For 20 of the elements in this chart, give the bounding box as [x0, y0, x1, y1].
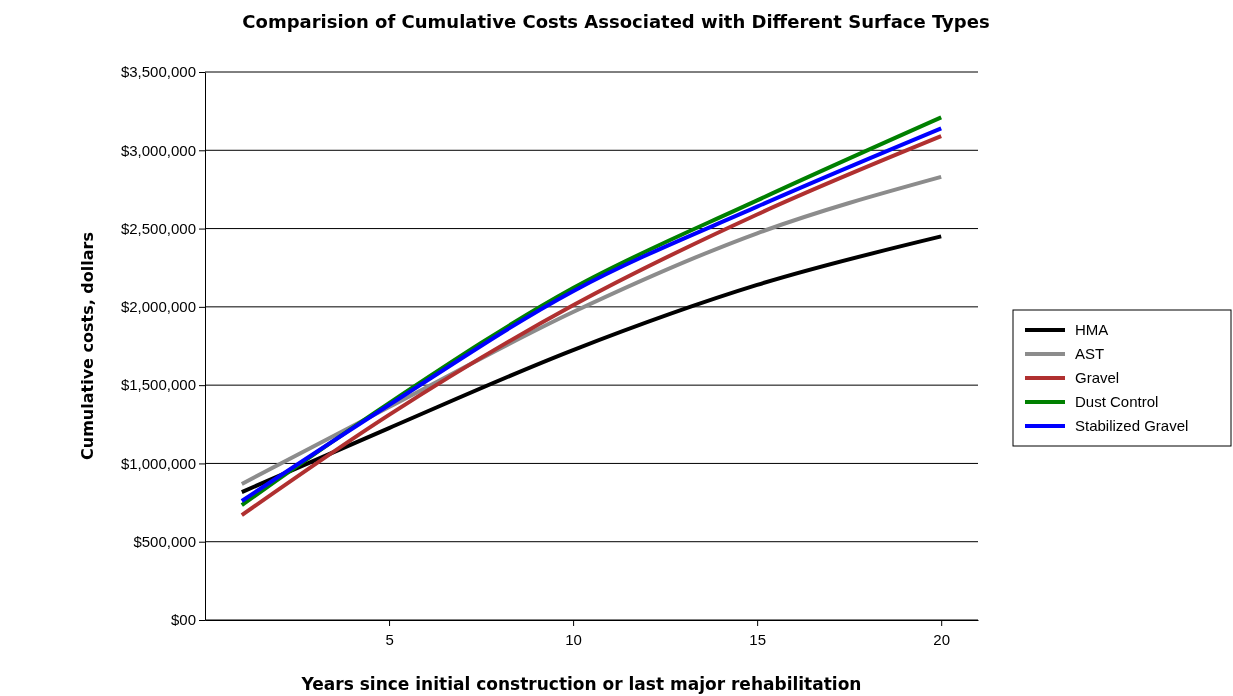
legend-label: Gravel [1075, 369, 1120, 386]
y-tick-label: $2,000,000 [120, 298, 196, 316]
y-tick-label: $3,000,000 [120, 141, 196, 159]
y-tick-label: $00 [170, 611, 196, 629]
legend-label: Stabilized Gravel [1075, 417, 1189, 434]
legend-label: HMA [1075, 321, 1109, 338]
legend-label: AST [1075, 345, 1105, 362]
x-tick-label: 10 [565, 630, 582, 648]
y-tick-label: $3,500,000 [120, 63, 196, 81]
y-axis-title: Cumulative costs, dollars [78, 232, 97, 460]
legend-label: Dust Control [1075, 393, 1159, 410]
y-tick-label: $1,000,000 [120, 454, 196, 472]
x-tick-label: 20 [933, 630, 951, 648]
x-axis-title: Years since initial construction or last major rehabilitation [300, 674, 862, 694]
y-tick-label: $1,500,000 [120, 376, 196, 394]
chart-title: Comparision of Cumulative Costs Associated with Different Surface Types [242, 11, 990, 32]
x-tick-label: 15 [749, 630, 766, 648]
x-tick-label: 5 [385, 630, 394, 648]
y-tick-label: $2,500,000 [120, 219, 196, 237]
y-tick-label: $500,000 [133, 533, 196, 551]
